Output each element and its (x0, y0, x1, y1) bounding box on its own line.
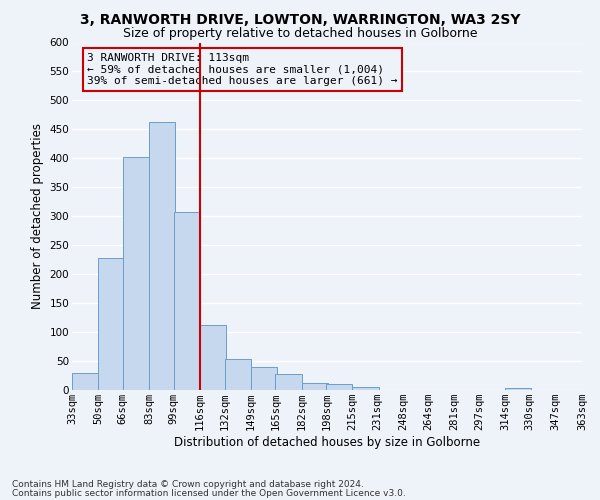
Text: 3, RANWORTH DRIVE, LOWTON, WARRINGTON, WA3 2SY: 3, RANWORTH DRIVE, LOWTON, WARRINGTON, W… (80, 12, 520, 26)
Bar (275, 374, 302, 390)
Text: 3 RANWORTH DRIVE: 113sqm
← 59% of detached houses are smaller (1,004)
39% of sem: 3 RANWORTH DRIVE: 113sqm ← 59% of detach… (88, 53, 398, 86)
Bar (326, 384, 352, 390)
Bar (251, 367, 277, 390)
Bar (98, 258, 124, 390)
Text: Contains public sector information licensed under the Open Government Licence v3: Contains public sector information licen… (12, 489, 406, 498)
Bar (123, 157, 149, 390)
X-axis label: Distribution of detached houses by size in Golborne: Distribution of detached houses by size … (174, 436, 480, 449)
Text: Size of property relative to detached houses in Golborne: Size of property relative to detached ho… (123, 28, 477, 40)
Y-axis label: Number of detached properties: Number of detached properties (31, 123, 44, 309)
Bar (302, 383, 328, 390)
Text: Contains HM Land Registry data © Crown copyright and database right 2024.: Contains HM Land Registry data © Crown c… (12, 480, 364, 489)
Bar (352, 387, 379, 390)
Bar (173, 212, 200, 390)
Bar (72, 372, 98, 390)
Bar (149, 122, 175, 390)
Bar (200, 325, 226, 390)
Bar (505, 388, 531, 390)
Bar (224, 358, 251, 390)
